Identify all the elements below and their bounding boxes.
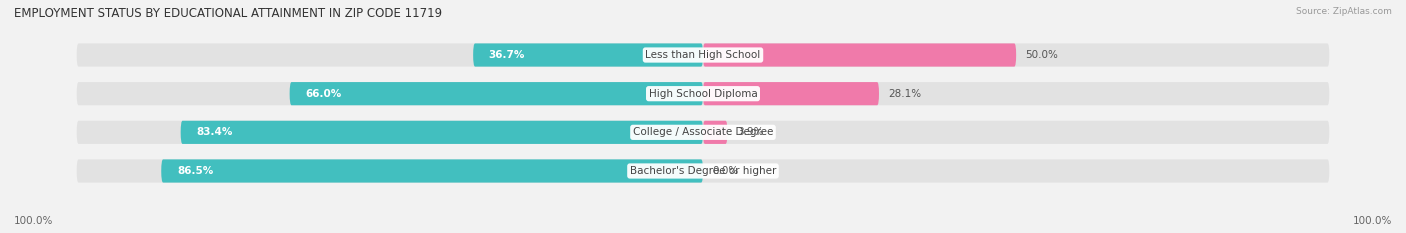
Text: 0.0%: 0.0% (713, 166, 738, 176)
FancyBboxPatch shape (77, 43, 1329, 67)
Text: Less than High School: Less than High School (645, 50, 761, 60)
Text: 28.1%: 28.1% (889, 89, 921, 99)
Text: 36.7%: 36.7% (489, 50, 526, 60)
FancyBboxPatch shape (703, 121, 727, 144)
FancyBboxPatch shape (77, 121, 1329, 144)
Text: High School Diploma: High School Diploma (648, 89, 758, 99)
FancyBboxPatch shape (77, 82, 1329, 105)
Text: 86.5%: 86.5% (177, 166, 214, 176)
Text: 83.4%: 83.4% (197, 127, 232, 137)
FancyBboxPatch shape (77, 159, 1329, 183)
Text: Bachelor's Degree or higher: Bachelor's Degree or higher (630, 166, 776, 176)
Text: EMPLOYMENT STATUS BY EDUCATIONAL ATTAINMENT IN ZIP CODE 11719: EMPLOYMENT STATUS BY EDUCATIONAL ATTAINM… (14, 7, 441, 20)
FancyBboxPatch shape (474, 43, 703, 67)
Text: 100.0%: 100.0% (1353, 216, 1392, 226)
FancyBboxPatch shape (703, 43, 1017, 67)
Text: 50.0%: 50.0% (1025, 50, 1059, 60)
FancyBboxPatch shape (162, 159, 703, 183)
Text: 66.0%: 66.0% (305, 89, 342, 99)
FancyBboxPatch shape (180, 121, 703, 144)
FancyBboxPatch shape (703, 82, 879, 105)
FancyBboxPatch shape (290, 82, 703, 105)
Text: 100.0%: 100.0% (14, 216, 53, 226)
Text: College / Associate Degree: College / Associate Degree (633, 127, 773, 137)
Text: 3.9%: 3.9% (737, 127, 763, 137)
Text: Source: ZipAtlas.com: Source: ZipAtlas.com (1296, 7, 1392, 16)
